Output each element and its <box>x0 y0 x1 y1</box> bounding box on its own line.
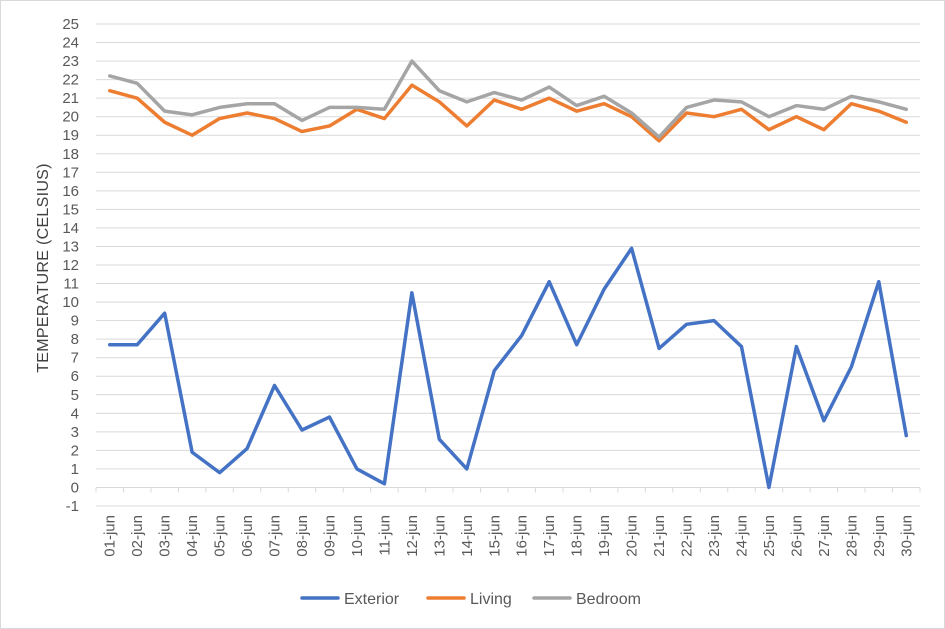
x-tick-label: 18-jun <box>569 515 586 557</box>
y-tick-label: 9 <box>71 313 79 330</box>
y-tick-label: 23 <box>62 53 79 70</box>
x-tick-label: 02-jun <box>129 515 146 557</box>
x-tick-label: 15-jun <box>486 515 503 557</box>
y-tick-label: 11 <box>63 276 79 293</box>
x-axis-tick-labels: 01-jun 02-jun 03-jun 04-jun 05-jun 06-jun 07-j… <box>95 487 921 557</box>
y-tick-label: 12 <box>62 257 79 274</box>
y-tick-label: 0 <box>71 479 79 496</box>
y-tick-label: 15 <box>62 201 79 218</box>
y-tick-label: 20 <box>62 109 79 126</box>
x-tick-label: 06-jun <box>239 515 256 557</box>
x-tick-label: 09-jun <box>321 515 338 557</box>
x-tick-label: 01-jun <box>102 515 119 557</box>
legend: Exterior Living Bedroom <box>300 591 641 608</box>
y-tick-label: 8 <box>71 331 79 348</box>
x-tick-label: 24-jun <box>733 515 750 557</box>
x-tick-label: 11-jun <box>376 515 393 556</box>
y-tick-label: 10 <box>62 294 79 311</box>
x-tick-label: 07-jun <box>267 515 284 557</box>
x-tick-label: 27-jun <box>816 515 833 557</box>
y-tick-label: 17 <box>62 164 79 181</box>
legend-label-living: Living <box>470 591 512 608</box>
x-tick-label: 13-jun <box>431 515 448 557</box>
y-tick-label: -1 <box>66 498 79 515</box>
y-tick-label: 13 <box>62 238 79 255</box>
x-tick-label: 19-jun <box>596 515 613 557</box>
y-tick-label: 21 <box>62 90 79 107</box>
x-tick-label: 17-jun <box>541 515 558 557</box>
x-tick-label: 23-jun <box>706 515 723 557</box>
gridlines <box>96 23 920 507</box>
series-line-living <box>107 83 909 143</box>
y-axis-label: TEMPERATURE (CELSIUS) <box>35 163 52 373</box>
series-line-exterior <box>107 246 909 490</box>
series-line-bedroom <box>107 59 909 139</box>
legend-label-exterior: Exterior <box>344 591 400 608</box>
y-tick-label: 1 <box>71 461 79 478</box>
y-tick-label: 24 <box>62 35 79 52</box>
x-tick-label: 28-jun <box>843 515 860 557</box>
y-tick-label: 2 <box>71 442 79 459</box>
x-tick-label: 03-jun <box>157 515 174 557</box>
x-tick-label: 04-jun <box>184 515 201 557</box>
y-tick-label: 18 <box>62 146 79 163</box>
x-tick-label: 22-jun <box>679 515 696 557</box>
x-tick-label: 30-jun <box>898 515 915 557</box>
y-tick-label: 19 <box>62 127 79 144</box>
x-tick-label: 08-jun <box>294 515 311 557</box>
x-tick-label: 29-jun <box>871 515 888 557</box>
y-tick-label: 14 <box>62 220 79 237</box>
x-tick-label: 05-jun <box>212 515 229 557</box>
x-tick-label: 16-jun <box>514 515 531 557</box>
legend-label-bedroom: Bedroom <box>576 591 641 608</box>
x-tick-label: 14-jun <box>459 515 476 557</box>
y-tick-label: 3 <box>71 424 79 441</box>
x-tick-label: 21-jun <box>651 515 668 557</box>
y-tick-label: 4 <box>71 405 79 422</box>
y-tick-label: 16 <box>62 183 79 200</box>
y-tick-label: 6 <box>71 368 79 385</box>
x-tick-label: 20-jun <box>624 515 641 557</box>
y-tick-label: 25 <box>62 16 79 33</box>
series-lines <box>107 59 909 490</box>
y-axis-tick-labels: -101234567891011121314151617181920212223… <box>62 16 79 515</box>
x-tick-label: 26-jun <box>788 515 805 557</box>
y-tick-label: 7 <box>71 350 79 367</box>
x-tick-label: 12-jun <box>404 515 421 557</box>
y-tick-label: 22 <box>62 72 79 89</box>
x-tick-label: 25-jun <box>761 515 778 557</box>
x-tick-label: 10-jun <box>349 515 366 557</box>
y-tick-label: 5 <box>71 387 79 404</box>
